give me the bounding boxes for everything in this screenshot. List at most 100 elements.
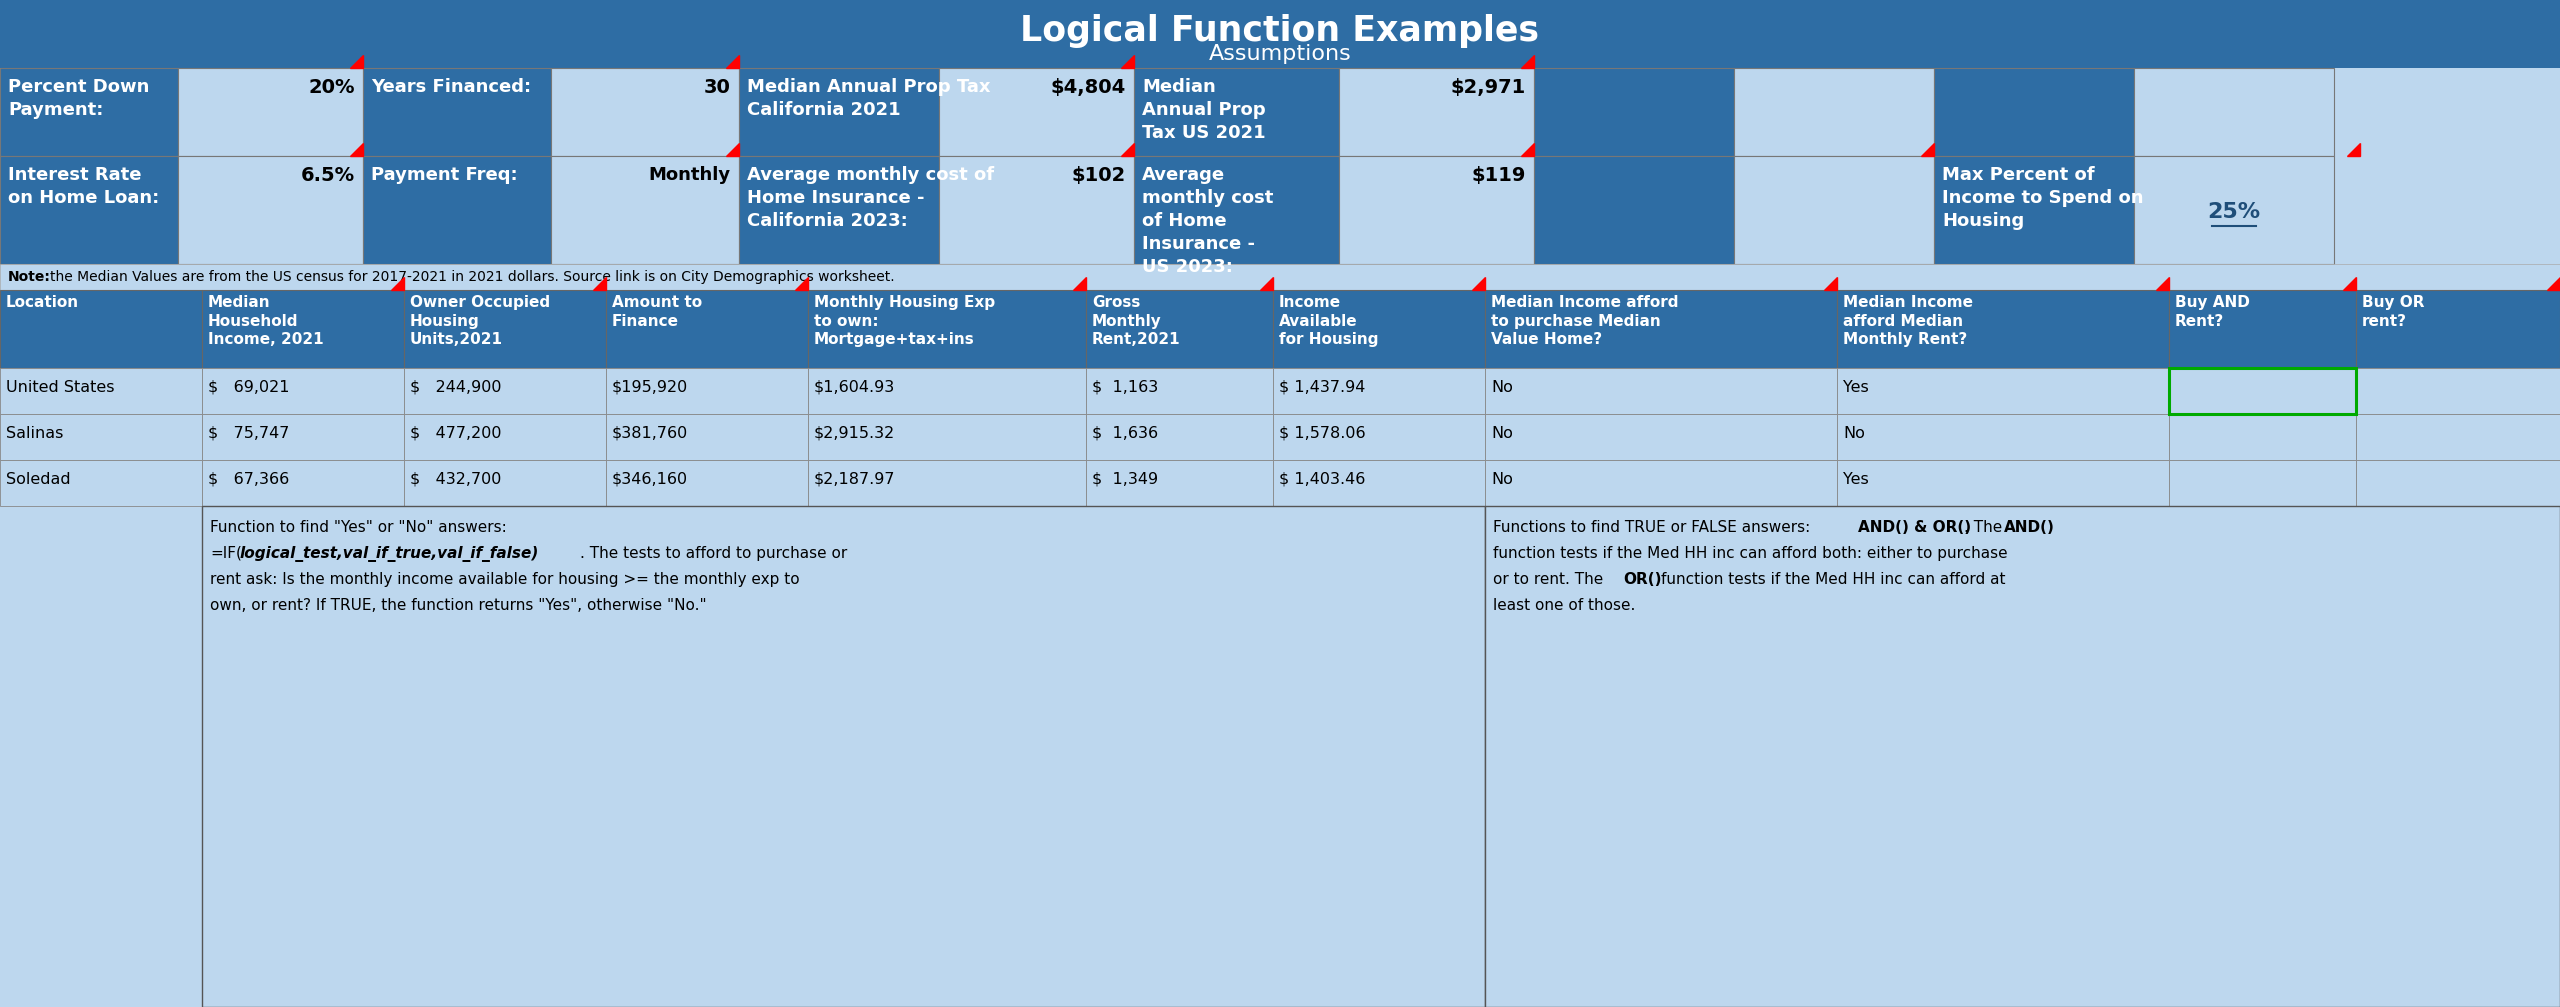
FancyBboxPatch shape <box>364 68 550 156</box>
FancyBboxPatch shape <box>0 68 179 156</box>
FancyBboxPatch shape <box>809 460 1085 506</box>
Text: Yes: Yes <box>1843 380 1869 395</box>
Text: =IF(: =IF( <box>210 546 241 561</box>
FancyBboxPatch shape <box>0 290 202 368</box>
Text: 25%: 25% <box>2207 202 2260 222</box>
Text: . The tests to afford to purchase or: . The tests to afford to purchase or <box>581 546 847 561</box>
FancyBboxPatch shape <box>1733 156 1933 264</box>
FancyBboxPatch shape <box>550 68 740 156</box>
Text: $346,160: $346,160 <box>612 472 689 487</box>
FancyBboxPatch shape <box>1838 414 2168 460</box>
FancyBboxPatch shape <box>1485 290 1838 368</box>
FancyBboxPatch shape <box>1085 460 1272 506</box>
Text: $   432,700: $ 432,700 <box>410 472 502 487</box>
FancyBboxPatch shape <box>607 414 809 460</box>
FancyBboxPatch shape <box>2168 368 2355 414</box>
FancyBboxPatch shape <box>1533 68 1733 156</box>
FancyBboxPatch shape <box>179 156 364 264</box>
Text: Amount to
Finance: Amount to Finance <box>612 295 701 328</box>
Text: $  1,349: $ 1,349 <box>1093 472 1157 487</box>
FancyBboxPatch shape <box>1085 414 1272 460</box>
FancyBboxPatch shape <box>0 414 202 460</box>
Text: Median Annual Prop Tax
California 2021: Median Annual Prop Tax California 2021 <box>748 78 991 119</box>
Polygon shape <box>1920 143 1933 156</box>
FancyBboxPatch shape <box>940 68 1134 156</box>
Text: $195,920: $195,920 <box>612 380 689 395</box>
Text: No: No <box>1490 426 1513 441</box>
Polygon shape <box>1472 277 1485 290</box>
Text: Soledad: Soledad <box>5 472 72 487</box>
Polygon shape <box>351 55 364 68</box>
Text: Function to find "Yes" or "No" answers:: Function to find "Yes" or "No" answers: <box>210 520 507 535</box>
FancyBboxPatch shape <box>202 368 404 414</box>
Text: function tests if the Med HH inc can afford both: either to purchase: function tests if the Med HH inc can aff… <box>1492 546 2007 561</box>
FancyBboxPatch shape <box>0 264 2560 290</box>
Text: $ 1,578.06: $ 1,578.06 <box>1280 426 1364 441</box>
FancyBboxPatch shape <box>2355 460 2560 506</box>
Text: Gross
Monthly
Rent,2021: Gross Monthly Rent,2021 <box>1093 295 1180 347</box>
FancyBboxPatch shape <box>2355 368 2560 414</box>
Polygon shape <box>1260 277 1272 290</box>
Text: AND(): AND() <box>2004 520 2056 535</box>
FancyBboxPatch shape <box>2135 156 2335 264</box>
FancyBboxPatch shape <box>179 68 364 156</box>
Text: $  1,636: $ 1,636 <box>1093 426 1157 441</box>
Text: Payment Freq:: Payment Freq: <box>371 166 517 184</box>
Text: No: No <box>1843 426 1864 441</box>
Text: AND() & OR(): AND() & OR() <box>1859 520 1971 535</box>
FancyBboxPatch shape <box>1085 368 1272 414</box>
FancyBboxPatch shape <box>1485 414 1838 460</box>
FancyBboxPatch shape <box>809 368 1085 414</box>
Text: Average monthly cost of
Home Insurance -
California 2023:: Average monthly cost of Home Insurance -… <box>748 166 993 230</box>
FancyBboxPatch shape <box>1339 68 1533 156</box>
Text: Logical Function Examples: Logical Function Examples <box>1021 14 1539 48</box>
FancyBboxPatch shape <box>364 156 550 264</box>
FancyBboxPatch shape <box>0 368 202 414</box>
FancyBboxPatch shape <box>1485 368 1838 414</box>
Text: rent ask: Is the monthly income available for housing >= the monthly exp to: rent ask: Is the monthly income availabl… <box>210 572 799 587</box>
Text: Interest Rate
on Home Loan:: Interest Rate on Home Loan: <box>8 166 159 206</box>
Text: $   477,200: $ 477,200 <box>410 426 502 441</box>
FancyBboxPatch shape <box>2168 368 2355 414</box>
FancyBboxPatch shape <box>2168 414 2355 460</box>
FancyBboxPatch shape <box>1134 68 1339 156</box>
FancyBboxPatch shape <box>202 460 404 506</box>
Text: Functions to find TRUE or FALSE answers:: Functions to find TRUE or FALSE answers: <box>1492 520 1815 535</box>
Text: Location: Location <box>5 295 79 310</box>
FancyBboxPatch shape <box>607 290 809 368</box>
Text: $  1,163: $ 1,163 <box>1093 380 1157 395</box>
FancyBboxPatch shape <box>2355 290 2560 368</box>
FancyBboxPatch shape <box>607 460 809 506</box>
Text: Max Percent of
Income to Spend on
Housing: Max Percent of Income to Spend on Housin… <box>1943 166 2143 230</box>
Text: United States: United States <box>5 380 115 395</box>
Text: least one of those.: least one of those. <box>1492 598 1636 613</box>
Text: Average
monthly cost
of Home
Insurance -
US 2023:: Average monthly cost of Home Insurance -… <box>1142 166 1272 276</box>
FancyBboxPatch shape <box>1485 460 1838 506</box>
Text: $   244,900: $ 244,900 <box>410 380 502 395</box>
FancyBboxPatch shape <box>1933 68 2135 156</box>
FancyBboxPatch shape <box>1533 156 1733 264</box>
FancyBboxPatch shape <box>0 0 2560 68</box>
FancyBboxPatch shape <box>1933 156 2135 264</box>
FancyBboxPatch shape <box>0 460 202 506</box>
Polygon shape <box>2156 277 2168 290</box>
FancyBboxPatch shape <box>809 414 1085 460</box>
Text: Monthly Housing Exp
to own:
Mortgage+tax+ins: Monthly Housing Exp to own: Mortgage+tax… <box>814 295 996 347</box>
FancyBboxPatch shape <box>1272 414 1485 460</box>
Text: . The: . The <box>1964 520 2007 535</box>
Text: $381,760: $381,760 <box>612 426 689 441</box>
FancyBboxPatch shape <box>1838 290 2168 368</box>
Polygon shape <box>796 277 809 290</box>
Text: $2,971: $2,971 <box>1452 78 1526 97</box>
Text: Median Income afford
to purchase Median
Value Home?: Median Income afford to purchase Median … <box>1490 295 1679 347</box>
Polygon shape <box>2348 143 2360 156</box>
FancyBboxPatch shape <box>1733 68 1933 156</box>
FancyBboxPatch shape <box>0 156 179 264</box>
FancyBboxPatch shape <box>550 156 740 264</box>
FancyBboxPatch shape <box>404 414 607 460</box>
FancyBboxPatch shape <box>202 506 1485 1007</box>
Text: Income
Available
for Housing: Income Available for Housing <box>1280 295 1377 347</box>
Text: logical_test,val_if_true,val_if_false): logical_test,val_if_true,val_if_false) <box>241 546 540 562</box>
FancyBboxPatch shape <box>404 290 607 368</box>
FancyBboxPatch shape <box>1134 156 1339 264</box>
